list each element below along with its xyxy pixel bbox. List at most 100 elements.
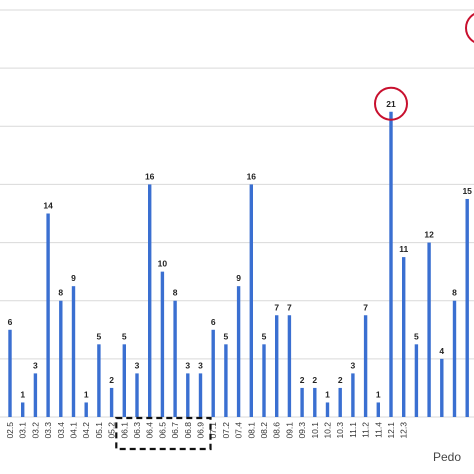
bar-value-label: 9 — [236, 273, 241, 283]
x-tick-label: 06.7 — [170, 422, 180, 439]
bar-value-label: 5 — [224, 331, 229, 341]
highlight-circle — [465, 13, 474, 43]
bar-value-label: 11 — [399, 244, 408, 254]
bar — [173, 300, 177, 417]
bar-value-label: 4 — [439, 346, 444, 356]
bar — [414, 344, 419, 417]
bar — [236, 286, 241, 417]
x-tick-label: 07.4 — [234, 422, 244, 439]
bar-value-label: 21 — [386, 99, 396, 109]
x-tick-label: 06.8 — [183, 422, 193, 439]
x-tick-label: 05.1 — [94, 422, 104, 439]
bar — [402, 257, 406, 417]
bar — [160, 271, 165, 417]
x-tick-label: 09.1 — [284, 422, 294, 439]
bar-value-label: 2 — [338, 375, 343, 385]
bar-value-label: 15 — [462, 186, 472, 196]
bar — [186, 373, 190, 417]
x-tick-label: 08.6 — [272, 422, 282, 439]
bar-value-label: 1 — [325, 389, 330, 399]
annotations — [115, 13, 474, 451]
x-axis-label: Pedo — [433, 450, 462, 464]
bar-value-label: 3 — [185, 360, 190, 370]
bar — [8, 329, 12, 417]
bar — [325, 402, 330, 417]
x-tick-label: 03.4 — [56, 422, 66, 439]
x-tick-label: 06.1 — [119, 422, 129, 439]
x-tick-label: 03.1 — [18, 422, 28, 439]
bar-value-label: 3 — [33, 360, 38, 370]
bar-value-label: 5 — [97, 331, 102, 341]
x-tick-label: 04.1 — [69, 422, 79, 439]
x-tick-label: 10.2 — [323, 422, 333, 439]
x-tick-label: 10.1 — [310, 422, 320, 439]
bar-value-label: 6 — [211, 317, 216, 327]
bar — [249, 184, 253, 417]
bar-value-label: 5 — [414, 331, 419, 341]
x-tick-label: 11.4 — [373, 422, 383, 438]
bar — [389, 111, 393, 417]
bar — [287, 315, 292, 417]
bar — [33, 373, 38, 417]
x-tick-label: 04.2 — [81, 422, 91, 439]
bar-value-label: 7 — [274, 302, 279, 312]
bar — [275, 315, 279, 417]
bar-value-label: 3 — [135, 360, 140, 370]
bar-value-label: 16 — [247, 171, 257, 181]
bar-value-label: 3 — [351, 360, 356, 370]
x-tick-label: 06.3 — [132, 422, 142, 439]
bar-value-label: 1 — [20, 389, 25, 399]
bar-value-label: 7 — [287, 302, 292, 312]
bar-value-label: 2 — [109, 375, 114, 385]
bar-value-label: 1 — [84, 389, 89, 399]
bar — [71, 286, 76, 417]
bar-value-label: 8 — [452, 288, 457, 298]
x-tick-labels: 02.5 03.1 03.2 03.3 03.4 04.1 04.2 05.1 05.2 06.1… — [5, 422, 409, 439]
bar — [135, 373, 139, 417]
x-tick-label: 09.3 — [297, 422, 307, 439]
x-tick-label: 07.1 — [208, 422, 218, 439]
bar — [427, 242, 431, 417]
bar — [313, 387, 317, 417]
x-tick-label: 06.5 — [157, 422, 167, 439]
x-tick-label: 12.3 — [399, 422, 409, 439]
bar — [351, 373, 355, 417]
bar — [211, 329, 215, 417]
x-tick-label: 07.2 — [221, 422, 231, 439]
x-tick-label: 12.1 — [386, 422, 396, 439]
bar-value-label: 14 — [43, 201, 53, 211]
bar — [224, 344, 228, 417]
bar — [376, 402, 380, 417]
bar-value-label: 2 — [300, 375, 305, 385]
bar-value-label: 5 — [122, 331, 127, 341]
bar — [262, 344, 266, 417]
bar — [440, 358, 444, 417]
bar — [97, 344, 101, 417]
dashed-highlight-box — [115, 416, 212, 451]
x-tick-label: 05.2 — [107, 422, 117, 439]
bar-value-label: 2 — [312, 375, 317, 385]
bar — [46, 213, 50, 417]
bar — [198, 373, 203, 417]
bar — [452, 300, 457, 417]
bars — [8, 111, 469, 417]
x-tick-label: 02.5 — [5, 422, 15, 439]
x-tick-label: 11.2 — [361, 422, 371, 438]
bar-value-label: 12 — [424, 230, 434, 240]
bar-value-label: 9 — [71, 273, 76, 283]
bar-value-label: 3 — [198, 360, 203, 370]
bar-value-label: 6 — [8, 317, 13, 327]
x-tick-label: 08.1 — [246, 422, 256, 439]
highlight-circle — [374, 86, 408, 121]
bar — [84, 402, 88, 417]
x-tick-label: 03.2 — [30, 422, 40, 439]
x-tick-label: 10.3 — [335, 422, 345, 439]
bar-value-label: 8 — [173, 288, 178, 298]
bar — [109, 387, 114, 417]
bar — [338, 387, 342, 417]
bar-value-label: 5 — [262, 331, 267, 341]
x-tick-label: 06.4 — [145, 422, 155, 439]
bar-value-label: 1 — [376, 389, 381, 399]
